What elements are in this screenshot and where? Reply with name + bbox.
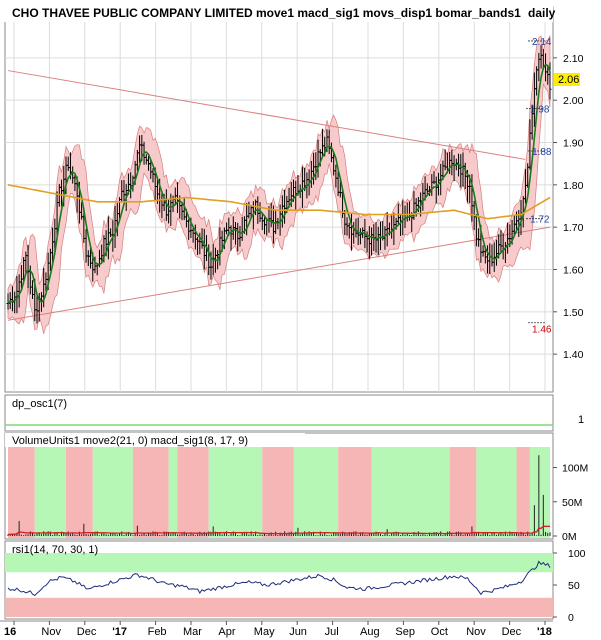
macd-signal-region <box>177 447 209 538</box>
price-axis-label: 1.70 <box>563 222 584 234</box>
dp-osc-axis-label: 1 <box>578 414 584 426</box>
macd-signal-region <box>168 447 178 538</box>
price-axis-label: 1.60 <box>563 264 584 276</box>
last-price-marker: 2.06 <box>554 73 580 86</box>
interval-label: daily <box>528 6 556 20</box>
price-axis-label: 1.50 <box>563 307 584 319</box>
rsi-axis-label: 50 <box>568 580 580 592</box>
volume-panel: VolumeUnits1 move2(21, 0) macd_sig1(8, 1… <box>4 432 588 543</box>
price-axis-label: 1.80 <box>563 180 584 192</box>
dp-osc-label: dp_osc1(7) <box>12 398 67 410</box>
volume-ma-line <box>7 525 551 536</box>
x-axis-label: Mar <box>183 626 202 638</box>
volume-axis-label: 50M <box>562 497 582 509</box>
price-annotation: 1.88 <box>532 147 552 158</box>
long-ma-line <box>7 184 551 220</box>
rsi-overbought-zone <box>5 553 553 573</box>
price-annotation: 1.72 <box>530 215 550 226</box>
rsi-panel: rsi1(14, 70, 30, 1) 100 50 0 <box>4 540 586 624</box>
macd-signal-region <box>132 447 169 538</box>
rsi-oversold-zone <box>5 597 553 617</box>
volume-label: VolumeUnits1 move2(21, 0) macd_sig1(8, 1… <box>12 435 248 447</box>
price-panel: 2.14 1.98 1.88 1.72 1.46 CHO THAVEE PUBLIC C… <box>4 6 584 393</box>
price-bar <box>548 62 552 100</box>
x-axis: 16 Nov Dec '17 Feb Mar Apr May Jun Jul Aug Sep Oct No… <box>0 620 601 640</box>
bomar-band <box>7 35 551 334</box>
price-annotation: 2.14 <box>532 37 552 48</box>
macd-signal-region <box>449 447 477 538</box>
macd-signal-region <box>8 447 35 538</box>
dp-osc-panel: dp_osc1(7) 1 <box>4 394 584 432</box>
macd-signal-region <box>529 447 550 538</box>
macd-signal-region <box>293 447 339 538</box>
x-axis-label: '18 <box>537 626 552 638</box>
price-axis-label: 2.10 <box>563 53 584 65</box>
macd-signal-region <box>338 447 372 538</box>
rsi-axis-label: 0 <box>568 612 574 624</box>
x-axis-label: 16 <box>4 626 16 638</box>
lower-trendline <box>7 226 551 321</box>
volume-axis-label: 100M <box>562 463 588 475</box>
x-axis-label: Aug <box>360 626 380 638</box>
chart-title: CHO THAVEE PUBLIC COMPANY LIMITED move1 … <box>12 6 521 20</box>
rsi-axis-label: 100 <box>568 548 586 560</box>
x-axis-label: Nov <box>41 626 61 638</box>
x-axis-label: Dec <box>77 626 97 638</box>
last-price-label: 2.06 <box>558 74 579 86</box>
x-axis-label: Oct <box>431 626 448 638</box>
rsi-line <box>7 560 551 597</box>
macd-signal-region <box>65 447 93 538</box>
move1-line <box>7 63 551 305</box>
x-axis-label: Dec <box>502 626 522 638</box>
volume-axis-label: 0M <box>562 531 577 543</box>
macd-signal-region <box>262 447 294 538</box>
price-annotation: 1.98 <box>530 105 550 116</box>
macd-signal-region <box>371 447 450 538</box>
rsi-label: rsi1(14, 70, 30, 1) <box>12 544 98 556</box>
x-axis-label: Sep <box>395 626 415 638</box>
macd-signal-region <box>34 447 66 538</box>
x-axis-label: Feb <box>148 626 167 638</box>
x-axis-label: Apr <box>218 626 235 638</box>
x-axis-label: May <box>254 626 275 638</box>
x-axis-label: '17 <box>112 626 127 638</box>
price-axis-label: 1.40 <box>563 349 584 361</box>
x-axis-label: Jul <box>325 626 339 638</box>
macd-signal-region <box>516 447 530 538</box>
upper-trendline <box>7 70 526 160</box>
macd-signal-region <box>476 447 517 538</box>
price-axis-label: 2.00 <box>563 95 584 107</box>
x-axis-label: Nov <box>466 626 486 638</box>
x-axis-label: Jun <box>289 626 307 638</box>
macd-signal-region <box>208 447 263 538</box>
price-axis-label: 1.90 <box>563 138 584 150</box>
macd-signal-region <box>92 447 133 538</box>
price-annotation: 1.46 <box>532 325 552 336</box>
